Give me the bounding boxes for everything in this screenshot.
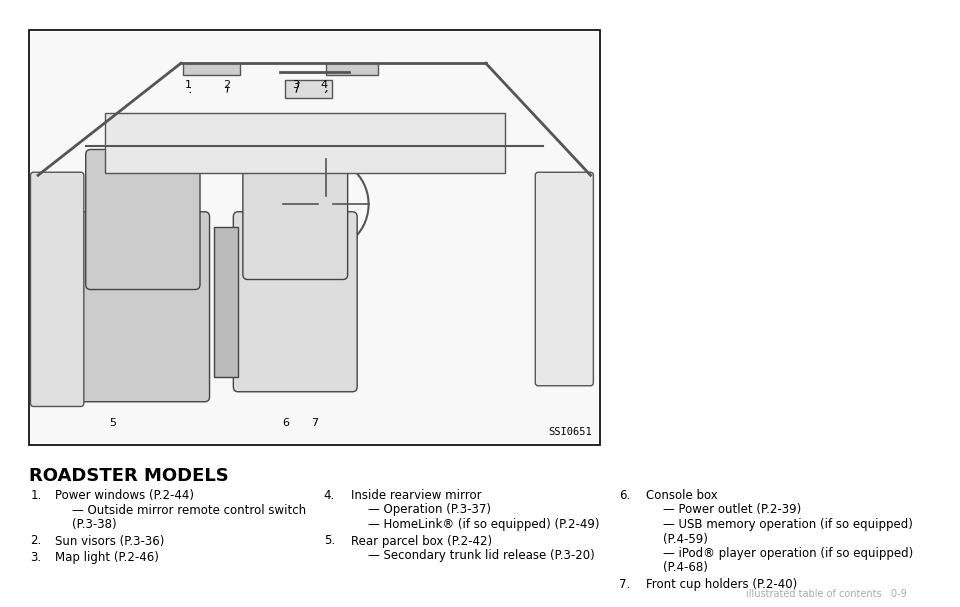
Text: — Secondary trunk lid release (P.3-20): — Secondary trunk lid release (P.3-20)	[368, 549, 594, 562]
Bar	[182, 63, 240, 75]
Text: 6: 6	[282, 418, 289, 428]
Bar	[214, 227, 238, 377]
Text: Front cup holders (P.2-40): Front cup holders (P.2-40)	[646, 578, 797, 591]
Text: Power windows (P.2-44): Power windows (P.2-44)	[56, 489, 194, 502]
Text: Rear parcel box (P.2-42): Rear parcel box (P.2-42)	[350, 535, 492, 548]
Text: (P.4-68): (P.4-68)	[663, 561, 708, 574]
Bar	[325, 63, 378, 75]
Text: — Outside mirror remote control switch: — Outside mirror remote control switch	[72, 503, 306, 517]
Text: 5.: 5.	[324, 535, 335, 548]
Text: — iPod® player operation (if so equipped): — iPod® player operation (if so equipped…	[663, 547, 913, 560]
Text: illustrated table of contents   0-9: illustrated table of contents 0-9	[746, 589, 907, 599]
FancyBboxPatch shape	[76, 212, 209, 402]
FancyBboxPatch shape	[243, 149, 348, 279]
Text: 4: 4	[321, 80, 327, 90]
Text: 3: 3	[292, 80, 299, 90]
Bar	[31, 32, 598, 443]
FancyBboxPatch shape	[31, 172, 84, 407]
Bar	[285, 80, 332, 98]
Text: — Power outlet (P.2-39): — Power outlet (P.2-39)	[663, 503, 802, 517]
Text: 1: 1	[185, 80, 192, 90]
Text: ROADSTER MODELS: ROADSTER MODELS	[29, 467, 228, 485]
Text: (P.3-38): (P.3-38)	[72, 518, 117, 531]
Text: 6.: 6.	[619, 489, 631, 502]
Text: Inside rearview mirror: Inside rearview mirror	[350, 489, 481, 502]
Text: 5: 5	[108, 418, 116, 428]
Text: — HomeLink® (if so equipped) (P.2-49): — HomeLink® (if so equipped) (P.2-49)	[368, 518, 599, 531]
Text: 4.: 4.	[324, 489, 335, 502]
Text: — USB memory operation (if so equipped): — USB memory operation (if so equipped)	[663, 518, 913, 531]
Text: — Operation (P.3-37): — Operation (P.3-37)	[368, 503, 491, 517]
FancyBboxPatch shape	[233, 212, 357, 392]
Text: 7.: 7.	[619, 578, 631, 591]
Bar	[29, 30, 600, 445]
FancyBboxPatch shape	[85, 149, 200, 290]
Text: Sun visors (P.3-36): Sun visors (P.3-36)	[56, 535, 164, 548]
Text: SSI0651: SSI0651	[549, 427, 592, 437]
Text: Map light (P.2-46): Map light (P.2-46)	[56, 551, 159, 564]
Text: 2.: 2.	[31, 535, 41, 548]
Text: (P.4-59): (P.4-59)	[663, 532, 708, 546]
Text: Console box: Console box	[646, 489, 717, 502]
FancyBboxPatch shape	[536, 172, 593, 386]
Text: 7: 7	[311, 418, 318, 428]
Bar	[105, 113, 505, 173]
Text: 2: 2	[223, 80, 230, 90]
Text: 3.: 3.	[31, 551, 41, 564]
Text: 1.: 1.	[31, 489, 41, 502]
